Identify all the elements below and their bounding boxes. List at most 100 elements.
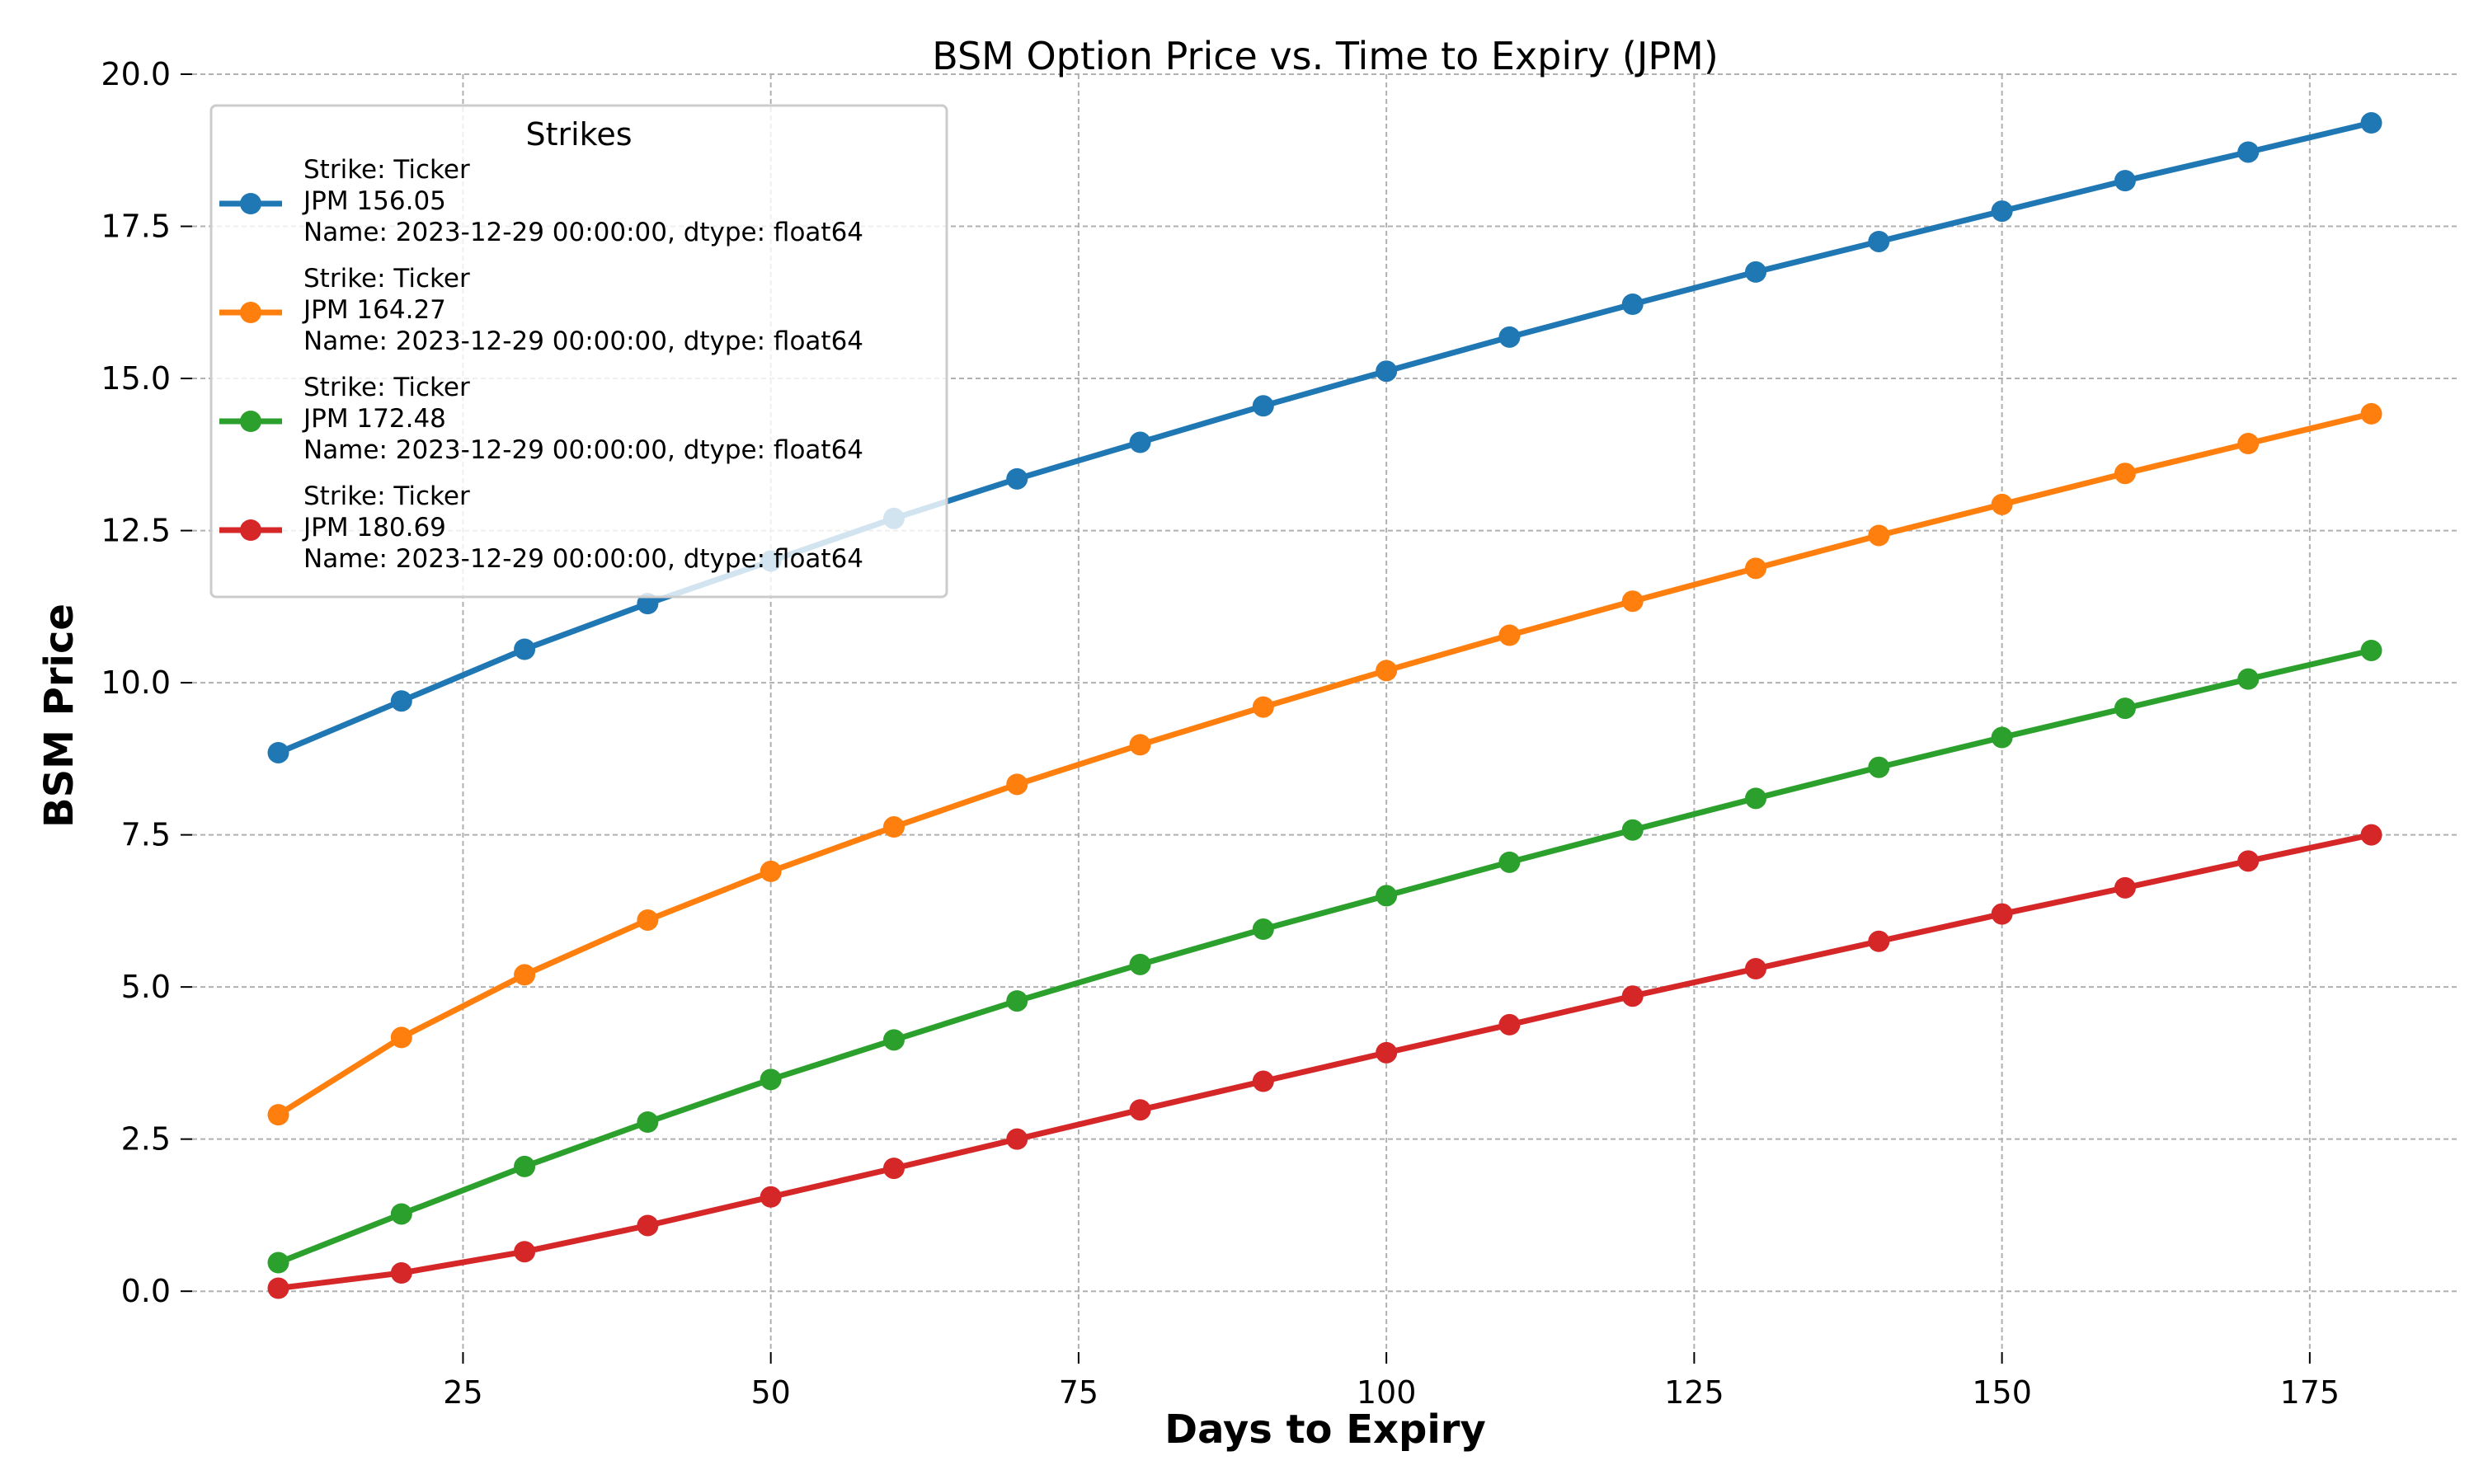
data-point xyxy=(1252,1070,1274,1092)
data-point xyxy=(1868,230,1890,252)
data-point xyxy=(1006,1128,1028,1150)
data-point xyxy=(1745,261,1767,283)
y-tick-label: 17.5 xyxy=(101,209,171,245)
legend-title: Strikes xyxy=(525,116,632,153)
legend-label-line: Name: 2023-12-29 00:00:00, dtype: float6… xyxy=(303,326,863,356)
data-point xyxy=(2114,170,2136,192)
data-point xyxy=(267,1104,289,1126)
data-point xyxy=(267,1277,289,1299)
x-axis-label: Days to Expiry xyxy=(1164,1407,1485,1453)
data-point xyxy=(1498,624,1521,646)
data-point xyxy=(637,909,659,931)
y-axis-ticks: 0.0 2.5 5.0 7.5 10.0 12.5 15.0 17.5 20.0 xyxy=(101,56,192,1309)
data-point xyxy=(1006,990,1028,1012)
data-point xyxy=(267,1252,289,1274)
data-point xyxy=(760,1186,782,1208)
data-point xyxy=(2237,850,2260,872)
data-point xyxy=(1498,851,1521,873)
data-point xyxy=(1006,773,1028,796)
data-point xyxy=(1621,590,1644,613)
data-point xyxy=(882,816,905,838)
data-point xyxy=(1129,734,1151,756)
grid xyxy=(192,73,2458,1352)
data-point xyxy=(1991,200,2013,223)
data-point xyxy=(1129,953,1151,975)
data-point xyxy=(1621,819,1644,841)
series-4 xyxy=(267,824,2382,1299)
x-tick-label: 75 xyxy=(1059,1374,1098,1411)
legend-label-line: Strike: Ticker xyxy=(303,373,470,402)
x-tick-label: 100 xyxy=(1357,1374,1417,1411)
x-tick-label: 25 xyxy=(443,1374,482,1411)
data-point xyxy=(1991,903,2013,925)
data-point xyxy=(2237,141,2260,163)
series-line xyxy=(275,411,2374,1118)
x-tick-label: 50 xyxy=(750,1374,790,1411)
x-tick-label: 150 xyxy=(1972,1374,2032,1411)
data-point xyxy=(390,1262,412,1284)
data-point xyxy=(1376,1041,1398,1064)
series-group xyxy=(267,112,2382,1299)
legend-marker xyxy=(240,411,261,432)
data-point xyxy=(1621,294,1644,315)
legend-label-line: Strike: Ticker xyxy=(303,155,470,185)
data-point xyxy=(1498,326,1521,348)
y-tick-label: 0.0 xyxy=(121,1273,171,1309)
y-tick-label: 10.0 xyxy=(101,665,171,701)
legend-label-line: Name: 2023-12-29 00:00:00, dtype: float6… xyxy=(303,218,863,247)
legend-marker xyxy=(240,302,261,323)
legend-box xyxy=(209,104,948,599)
x-axis-ticks: 25 50 75 100 125 150 175 xyxy=(443,1352,2340,1411)
data-point xyxy=(1868,524,1890,547)
data-point xyxy=(267,741,289,763)
data-point xyxy=(1498,1013,1521,1036)
data-point xyxy=(1868,930,1890,952)
legend-marker xyxy=(240,193,261,214)
x-tick-label: 125 xyxy=(1664,1374,1724,1411)
data-point xyxy=(2114,463,2136,485)
y-tick-label: 12.5 xyxy=(101,513,171,549)
data-point xyxy=(2360,639,2382,661)
data-point xyxy=(390,1026,412,1049)
data-point xyxy=(1745,958,1767,979)
legend-label-line: Strike: Ticker xyxy=(303,264,470,294)
legend-label-line: Strike: Ticker xyxy=(303,481,470,511)
data-point xyxy=(882,1029,905,1051)
data-point xyxy=(1991,726,2013,749)
series-line xyxy=(275,120,2374,756)
data-point xyxy=(2360,112,2382,134)
series-2 xyxy=(267,402,2382,1126)
data-point xyxy=(514,638,536,660)
data-point xyxy=(760,860,782,882)
legend-label-line: JPM 164.27 xyxy=(302,295,446,325)
legend-label-line: JPM 156.05 xyxy=(302,186,446,216)
chart-title: BSM Option Price vs. Time to Expiry (JPM… xyxy=(932,34,1719,78)
data-point xyxy=(1252,395,1274,417)
data-point xyxy=(1006,467,1028,490)
y-tick-label: 5.0 xyxy=(121,969,171,1005)
y-axis-label: BSM Price xyxy=(36,603,82,828)
data-point xyxy=(390,690,412,712)
data-point xyxy=(1252,696,1274,718)
data-point xyxy=(1376,885,1398,907)
legend-label-line: Name: 2023-12-29 00:00:00, dtype: float6… xyxy=(303,544,863,574)
data-point xyxy=(2237,433,2260,455)
data-point xyxy=(1868,756,1890,778)
data-point xyxy=(637,593,659,615)
x-tick-label: 175 xyxy=(2280,1374,2340,1411)
data-point xyxy=(1991,493,2013,515)
data-point xyxy=(1376,360,1398,383)
data-point xyxy=(760,1068,782,1091)
data-point xyxy=(390,1203,412,1225)
legend-label-line: Name: 2023-12-29 00:00:00, dtype: float6… xyxy=(303,435,863,465)
legend-label-line: JPM 172.48 xyxy=(302,404,446,434)
data-point xyxy=(2114,697,2136,720)
legend-marker xyxy=(240,519,261,541)
series-3 xyxy=(267,639,2382,1274)
